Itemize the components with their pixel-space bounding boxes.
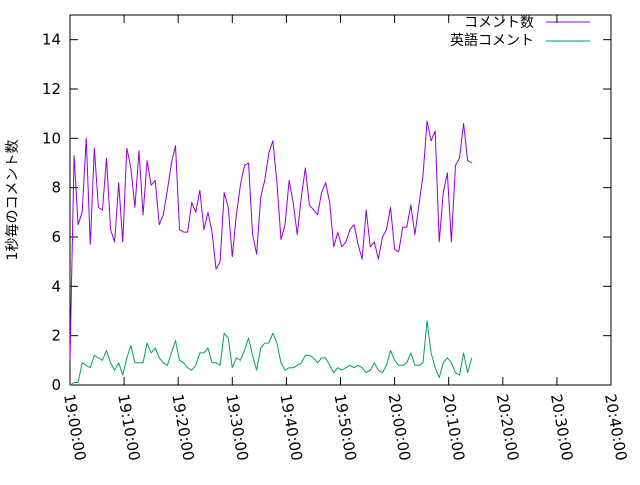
series-layer	[69, 120, 473, 386]
y-tick-label: 12	[42, 80, 61, 98]
x-tick-label: 19:40:00	[276, 393, 305, 462]
x-tick-label: 20:30:00	[547, 393, 576, 462]
x-tick-label: 19:30:00	[222, 393, 251, 462]
y-axis: 0 2 4 6 8 10 12 14	[42, 31, 611, 394]
y-tick-label: 4	[51, 277, 61, 295]
y-tick-label: 0	[51, 376, 61, 394]
legend-label-comments: コメント数	[464, 15, 534, 31]
series-line-comments	[69, 120, 472, 361]
plot-frame	[69, 14, 612, 386]
y-tick-label: 14	[42, 31, 61, 49]
x-tick-label: 19:20:00	[168, 393, 197, 462]
y-axis-label: 1秒毎のコメント数	[5, 140, 21, 261]
y-tick-label: 10	[42, 129, 61, 147]
y-tick-label: 6	[51, 228, 61, 246]
y-tick-label: 2	[51, 327, 61, 345]
y-tick-label: 8	[51, 179, 61, 197]
x-axis: 19:00:00 19:10:00 19:20:00 19:30:00 19:40:00…	[60, 15, 630, 462]
x-tick-label: 20:40:00	[601, 393, 630, 462]
x-tick-label: 20:00:00	[385, 393, 414, 462]
x-tick-label: 19:00:00	[60, 393, 89, 462]
series-line-english-comments	[69, 320, 473, 386]
x-tick-label: 20:20:00	[493, 393, 522, 462]
x-tick-label: 19:10:00	[114, 393, 143, 462]
legend: コメント数 英語コメント	[450, 15, 590, 49]
x-tick-label: 19:50:00	[331, 393, 360, 462]
legend-label-english-comments: 英語コメント	[450, 32, 534, 49]
x-tick-label: 20:10:00	[439, 393, 468, 462]
